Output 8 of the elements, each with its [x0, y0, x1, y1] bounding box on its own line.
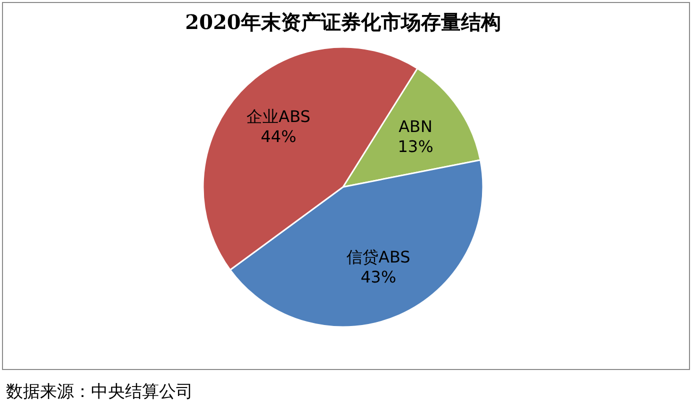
data-label: 44%	[260, 127, 296, 146]
data-label: 43%	[360, 268, 396, 287]
data-label: 13%	[398, 137, 434, 156]
slice-label: 企业ABS	[246, 107, 310, 126]
slice-label: ABN	[398, 117, 432, 136]
slice-label: 信贷ABS	[346, 248, 410, 267]
chart-title: 2020年末资产证券化市场存量结构	[185, 10, 501, 34]
source-note: 数据来源：中央结算公司	[6, 381, 193, 403]
